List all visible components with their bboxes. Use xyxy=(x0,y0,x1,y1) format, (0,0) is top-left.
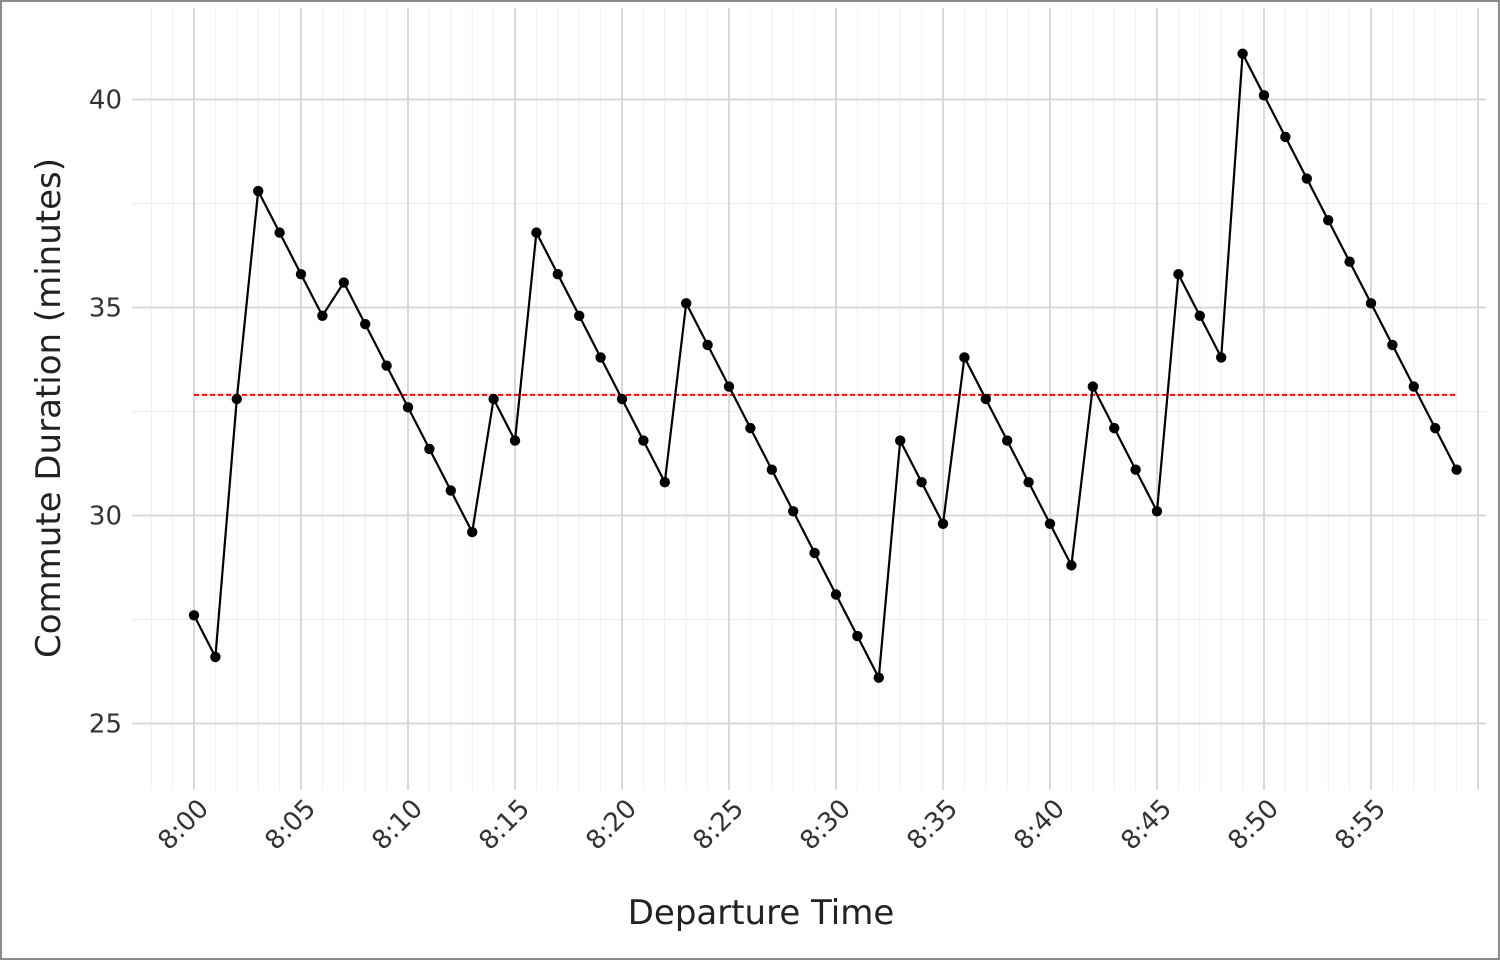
data-point xyxy=(1151,506,1163,517)
data-point xyxy=(937,518,949,529)
x-tick-label: 8:40 xyxy=(1008,794,1071,857)
data-point xyxy=(402,402,414,413)
series-layer xyxy=(188,48,1462,683)
data-point xyxy=(980,393,991,405)
data-point xyxy=(1365,298,1377,309)
data-point xyxy=(1044,518,1056,529)
data-point xyxy=(210,651,221,663)
data-point xyxy=(1087,381,1099,392)
x-tick-label: 8:20 xyxy=(580,794,643,857)
x-tick-label: 8:55 xyxy=(1329,794,1392,857)
data-point xyxy=(873,672,884,683)
y-tick-label: 30 xyxy=(89,501,122,531)
data-point xyxy=(766,464,777,475)
data-point xyxy=(552,269,563,280)
data-point xyxy=(295,269,307,280)
y-axis-title: Commute Duration (minutes) xyxy=(29,158,69,658)
data-point xyxy=(188,610,200,621)
data-point xyxy=(959,352,970,363)
data-point xyxy=(445,485,456,496)
y-tick-label: 25 xyxy=(89,709,122,739)
data-point xyxy=(1066,560,1077,571)
data-point xyxy=(338,277,349,288)
data-point xyxy=(1109,422,1120,434)
data-point xyxy=(1216,352,1227,363)
data-point xyxy=(531,227,542,238)
x-tick-label: 8:50 xyxy=(1222,794,1285,857)
data-point xyxy=(1408,381,1420,392)
data-point xyxy=(595,352,606,363)
y-tick-label: 40 xyxy=(89,86,122,116)
x-axis-title: Departure Time xyxy=(628,893,895,933)
data-point xyxy=(424,443,435,455)
data-point xyxy=(488,393,499,405)
data-point xyxy=(509,435,521,446)
data-point xyxy=(467,526,478,538)
major-gridlines xyxy=(132,8,1486,790)
series-line xyxy=(193,52,1458,679)
data-point xyxy=(788,506,799,517)
data-point xyxy=(638,435,649,446)
data-point xyxy=(916,476,927,488)
data-point xyxy=(702,339,713,351)
data-point xyxy=(574,310,585,322)
x-tick-label: 8:25 xyxy=(687,794,750,857)
data-point xyxy=(231,393,242,405)
data-point xyxy=(274,227,285,238)
data-point xyxy=(1130,464,1141,475)
data-point xyxy=(616,393,628,405)
data-point xyxy=(659,476,670,488)
data-point xyxy=(1194,310,1206,322)
data-point xyxy=(1323,214,1334,226)
data-point xyxy=(852,630,863,642)
data-point xyxy=(253,185,264,197)
data-point xyxy=(381,360,392,371)
data-point xyxy=(1023,476,1034,488)
y-axis-tick-labels: 25 30 35 40 xyxy=(89,86,122,740)
x-tick-label: 8:45 xyxy=(1115,794,1178,857)
minor-gridlines xyxy=(132,8,1486,790)
x-tick-label: 8:35 xyxy=(901,794,964,857)
data-point xyxy=(360,318,371,330)
data-point xyxy=(1002,435,1013,446)
data-point xyxy=(1301,173,1313,184)
data-point xyxy=(317,310,328,322)
data-point xyxy=(745,422,756,434)
data-point xyxy=(1387,339,1398,351)
data-point xyxy=(809,547,820,559)
x-tick-label: 8:30 xyxy=(794,794,857,857)
data-point xyxy=(723,381,735,392)
data-point xyxy=(681,298,692,309)
x-tick-label: 8:15 xyxy=(473,794,536,857)
data-point xyxy=(1451,464,1462,475)
data-point xyxy=(1173,269,1184,280)
data-point xyxy=(1258,90,1270,101)
y-tick-label: 35 xyxy=(89,293,122,323)
data-point xyxy=(1280,131,1291,143)
data-point xyxy=(830,589,842,600)
x-tick-label: 8:10 xyxy=(366,794,429,857)
data-point xyxy=(895,435,906,446)
x-tick-label: 8:05 xyxy=(259,794,322,857)
x-axis-tick-labels: 8:00 8:05 8:10 8:15 8:20 8:25 8:30 8:35 8:40 8:45… xyxy=(152,794,1392,857)
data-point xyxy=(1344,256,1355,267)
x-tick-label: 8:00 xyxy=(152,794,215,857)
data-point xyxy=(1237,48,1248,59)
data-point xyxy=(1430,422,1441,434)
